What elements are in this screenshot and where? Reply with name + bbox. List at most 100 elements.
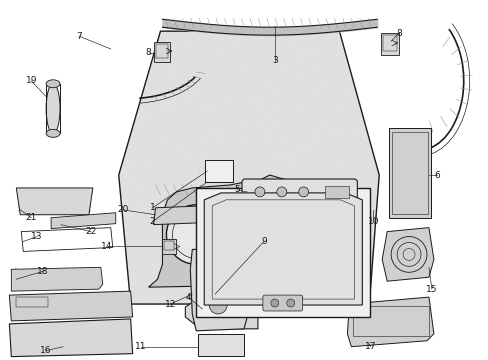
- Point: [190, 152, 198, 158]
- Point: [204, 287, 212, 292]
- Point: [138, 259, 146, 265]
- Point: [312, 286, 320, 292]
- Point: [175, 264, 183, 270]
- Point: [191, 154, 199, 160]
- Point: [187, 113, 195, 119]
- Point: [244, 294, 252, 300]
- Point: [254, 176, 262, 181]
- Point: [146, 73, 154, 78]
- Point: [212, 101, 220, 107]
- Point: [218, 96, 226, 102]
- Point: [273, 263, 281, 269]
- Point: [167, 292, 175, 298]
- Point: [190, 200, 198, 206]
- Point: [319, 36, 326, 41]
- Point: [321, 269, 328, 274]
- Point: [285, 208, 293, 214]
- Point: [209, 228, 217, 234]
- Point: [307, 181, 315, 187]
- Point: [336, 75, 344, 81]
- Point: [311, 269, 319, 275]
- Point: [220, 69, 228, 75]
- Point: [353, 289, 361, 295]
- Point: [202, 208, 210, 213]
- Point: [245, 178, 253, 184]
- Point: [194, 101, 202, 107]
- Point: [320, 172, 327, 178]
- Point: [271, 300, 279, 306]
- Point: [241, 210, 248, 216]
- Point: [300, 253, 308, 259]
- Point: [239, 130, 246, 136]
- Point: [190, 155, 198, 161]
- Point: [199, 284, 207, 290]
- Point: [334, 253, 342, 258]
- Point: [151, 190, 159, 196]
- Point: [272, 276, 280, 282]
- Point: [342, 72, 349, 78]
- Text: 8: 8: [395, 29, 401, 38]
- Point: [223, 270, 230, 276]
- Point: [314, 121, 322, 127]
- Point: [249, 267, 257, 273]
- Point: [362, 292, 370, 298]
- Point: [301, 230, 308, 235]
- Point: [167, 48, 175, 54]
- Bar: [164, 240, 174, 251]
- Point: [141, 263, 149, 269]
- Point: [138, 102, 146, 108]
- Point: [283, 144, 290, 150]
- Point: [284, 138, 292, 144]
- Point: [217, 33, 224, 39]
- Point: [325, 280, 333, 285]
- Point: [370, 189, 378, 195]
- Point: [325, 93, 332, 99]
- Point: [271, 116, 279, 121]
- Point: [286, 199, 294, 204]
- Point: [339, 189, 347, 195]
- Point: [159, 159, 166, 165]
- Point: [167, 35, 175, 41]
- Point: [320, 210, 328, 216]
- Point: [272, 220, 280, 226]
- Point: [198, 128, 205, 134]
- Point: [247, 48, 255, 54]
- Point: [131, 284, 139, 289]
- Point: [190, 201, 198, 207]
- Point: [268, 164, 276, 170]
- Point: [294, 156, 302, 161]
- Point: [236, 291, 244, 297]
- Point: [199, 120, 206, 126]
- Point: [312, 72, 320, 77]
- Point: [174, 51, 182, 57]
- Point: [276, 188, 284, 194]
- Point: [300, 53, 308, 59]
- Point: [225, 194, 233, 199]
- Point: [338, 223, 346, 229]
- Point: [157, 176, 164, 182]
- Point: [262, 168, 269, 174]
- Point: [336, 248, 344, 253]
- Point: [238, 290, 245, 296]
- Point: [137, 196, 145, 202]
- Point: [168, 219, 176, 225]
- Point: [178, 95, 185, 101]
- Point: [219, 284, 226, 290]
- Point: [259, 215, 267, 220]
- Point: [157, 200, 165, 206]
- Point: [337, 121, 345, 127]
- Point: [153, 198, 161, 204]
- Point: [145, 233, 153, 239]
- Point: [164, 269, 172, 275]
- Point: [164, 195, 172, 201]
- Point: [224, 136, 232, 142]
- Point: [160, 233, 168, 238]
- Bar: [196, 188, 369, 317]
- Point: [329, 110, 337, 116]
- Point: [192, 284, 200, 290]
- Point: [138, 252, 146, 258]
- Point: [355, 289, 363, 295]
- Point: [366, 280, 373, 285]
- Point: [171, 275, 179, 281]
- Point: [232, 108, 240, 114]
